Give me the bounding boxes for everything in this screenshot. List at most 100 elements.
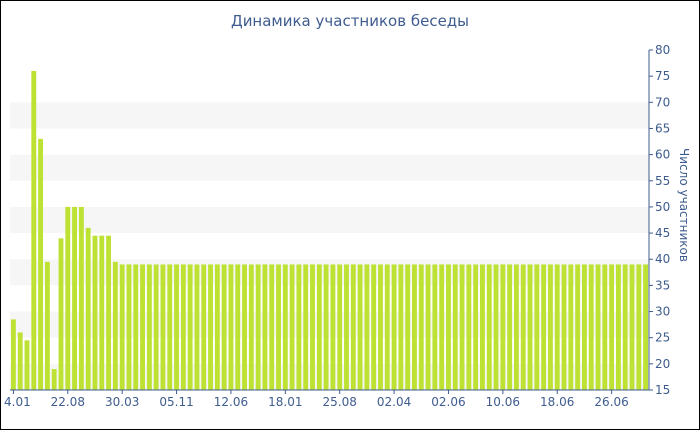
- bar: [568, 264, 574, 390]
- bar: [500, 264, 506, 390]
- bar: [486, 264, 492, 390]
- bar: [167, 264, 173, 390]
- bar: [51, 369, 57, 390]
- x-tick-label: 02.06: [431, 395, 465, 409]
- bar: [595, 264, 601, 390]
- bar: [480, 264, 485, 390]
- grid-bands: [10, 76, 649, 390]
- bar: [547, 264, 553, 390]
- x-tick-label: 02.04: [377, 395, 411, 409]
- bar: [282, 264, 288, 390]
- bar: [146, 264, 152, 390]
- x-tick-label: 18.06: [540, 395, 574, 409]
- bar: [350, 264, 356, 390]
- bar: [72, 206, 78, 390]
- bar: [201, 264, 207, 390]
- bar: [432, 264, 438, 390]
- grid-band: [10, 233, 649, 260]
- bar: [323, 264, 329, 390]
- bar: [643, 264, 649, 390]
- bar: [520, 264, 526, 390]
- grid-band: [10, 76, 649, 103]
- grid-band: [10, 259, 649, 286]
- bar: [452, 264, 458, 390]
- bar: [119, 264, 125, 390]
- chart-title: Динамика участников беседы: [230, 12, 470, 30]
- bar: [364, 264, 370, 390]
- bar: [38, 138, 44, 390]
- bar: [126, 264, 132, 390]
- bar: [466, 264, 472, 390]
- bar: [17, 332, 23, 390]
- bar: [78, 206, 84, 390]
- bar: [194, 264, 200, 390]
- x-tick-label: 22.08: [51, 395, 85, 409]
- grid-band: [10, 285, 649, 312]
- bar: [310, 264, 315, 390]
- bar: [602, 264, 608, 390]
- bar: [636, 264, 642, 390]
- bar: [106, 235, 112, 390]
- bar: [534, 264, 540, 390]
- x-tick-label: 30.03: [105, 395, 139, 409]
- bar: [405, 264, 411, 390]
- bar: [180, 264, 186, 390]
- bar: [439, 264, 445, 390]
- x-tick-label: 4.01: [4, 395, 31, 409]
- bar: [242, 264, 247, 390]
- grid-band: [10, 363, 649, 390]
- bar: [527, 264, 533, 390]
- bar: [473, 264, 479, 390]
- bar: [65, 206, 71, 390]
- bar: [398, 264, 404, 390]
- y-tick-label: 55: [655, 174, 670, 188]
- bar: [208, 264, 213, 390]
- bar: [561, 264, 567, 390]
- bar: [384, 264, 390, 390]
- bar: [269, 264, 275, 390]
- y-tick-label: 15: [655, 383, 670, 397]
- bar: [160, 264, 166, 390]
- bar: [418, 264, 424, 390]
- grid-band: [10, 102, 649, 129]
- bar: [378, 264, 383, 390]
- y-tick-label: 60: [655, 148, 670, 162]
- bar: [10, 319, 16, 390]
- bar: [44, 261, 50, 390]
- bar: [581, 264, 587, 390]
- bar: [412, 264, 417, 390]
- grid-band: [10, 180, 649, 207]
- grid-band: [10, 311, 649, 338]
- bar: [615, 264, 621, 390]
- y-tick-label: 20: [655, 357, 670, 371]
- bar: [296, 264, 302, 390]
- y-tick-label: 75: [655, 69, 670, 83]
- x-tick-label: 25.08: [323, 395, 357, 409]
- bar: [507, 264, 513, 390]
- bar: [303, 264, 309, 390]
- y-tick-label: 50: [655, 200, 670, 214]
- bar: [221, 264, 227, 390]
- y-tick-label: 65: [655, 121, 670, 135]
- bar: [262, 264, 268, 390]
- bar: [588, 264, 594, 390]
- bar: [554, 264, 560, 390]
- bar: [276, 264, 281, 390]
- bar: [228, 264, 234, 390]
- grid-band: [10, 128, 649, 155]
- bar: [140, 264, 145, 390]
- bar: [493, 264, 499, 390]
- bar: [371, 264, 377, 390]
- bar: [214, 264, 220, 390]
- bar: [92, 235, 98, 390]
- y-tick-label: 70: [655, 95, 670, 109]
- axes: [10, 50, 650, 391]
- x-tick-label: 26.06: [594, 395, 628, 409]
- y-tick-label: 35: [655, 278, 670, 292]
- bar: [153, 264, 159, 390]
- bar: [622, 264, 628, 390]
- bar: [255, 264, 261, 390]
- y-tick-label: 25: [655, 331, 670, 345]
- y-axis-title: Число участников: [677, 148, 691, 262]
- grid-band: [10, 337, 649, 364]
